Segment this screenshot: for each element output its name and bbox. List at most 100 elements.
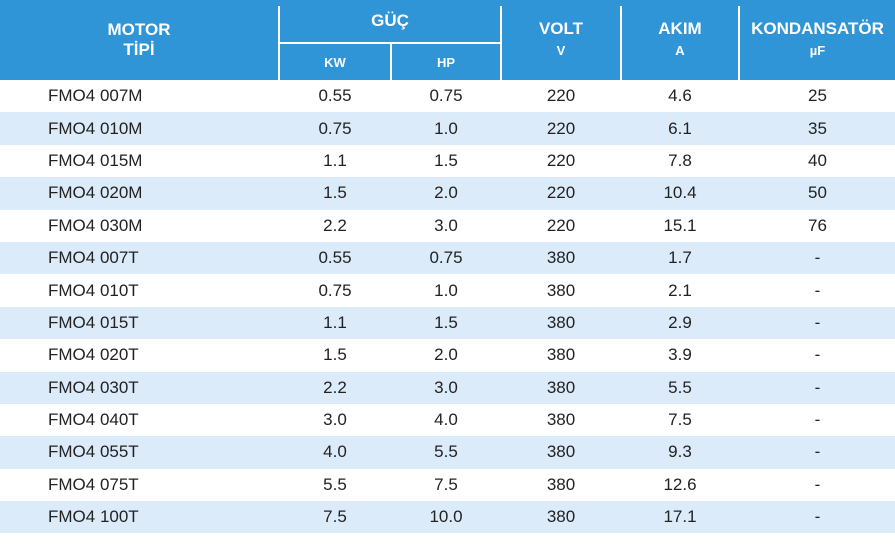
header-divider (390, 44, 392, 80)
header-divider (620, 6, 622, 80)
table-row: FMO4 020M 1.5 2.0 220 10.4 50 (0, 177, 895, 210)
table-row: FMO4 007T 0.55 0.75 380 1.7 - (0, 241, 895, 275)
cell-motor-type: FMO4 020T (48, 345, 139, 365)
header-kondansator-unit: µF (809, 43, 826, 58)
cell-motor-type: FMO4 015M (48, 150, 143, 170)
cell-kondansator: 25 (808, 86, 827, 106)
cell-kw: 7.5 (323, 507, 347, 527)
header-volt-unit: V (556, 43, 566, 58)
cell-kondansator: 76 (808, 215, 827, 235)
cell-volt: 380 (546, 442, 576, 462)
cell-volt: 220 (546, 86, 576, 106)
header-volt-label: VOLT (538, 19, 584, 38)
cell-akim: 4.6 (668, 86, 692, 106)
cell-motor-type: FMO4 020M (48, 183, 143, 203)
cell-kw: 0.55 (318, 248, 352, 268)
cell-volt: 380 (546, 312, 576, 332)
cell-kw: 1.5 (323, 345, 347, 365)
cell-volt: 380 (546, 280, 576, 300)
header-guc-label: GÜÇ (371, 11, 409, 30)
cell-volt: 380 (546, 248, 576, 268)
header-akim: AKIM A (622, 0, 738, 80)
table-row: FMO4 015M 1.1 1.5 220 7.8 40 (0, 144, 895, 178)
cell-kw: 0.75 (318, 118, 352, 138)
cell-volt: 380 (546, 507, 576, 527)
cell-kw: 0.75 (318, 280, 352, 300)
header-guc-group: GÜÇ KW HP (280, 0, 500, 80)
cell-kondansator: 50 (808, 183, 827, 203)
cell-volt: 220 (546, 118, 576, 138)
cell-akim: 3.9 (668, 345, 692, 365)
header-kw-label: KW (324, 54, 346, 70)
cell-hp: 1.5 (434, 312, 458, 332)
cell-kondansator: - (814, 410, 821, 430)
cell-motor-type: FMO4 075T (48, 474, 139, 494)
header-tipi-label: TİPİ (123, 40, 155, 59)
table-row: FMO4 020T 1.5 2.0 380 3.9 - (0, 339, 895, 372)
cell-hp: 0.75 (429, 86, 463, 106)
cell-volt: 380 (546, 410, 576, 430)
table-header: MOTOR TİPİ GÜÇ KW HP VOLT V AKIM A (0, 0, 895, 80)
cell-kw: 2.2 (323, 377, 347, 397)
cell-kondansator: 40 (808, 150, 827, 170)
header-volt: VOLT V (502, 0, 620, 80)
cell-akim: 5.5 (668, 377, 692, 397)
cell-akim: 2.9 (668, 312, 692, 332)
cell-volt: 380 (546, 474, 576, 494)
header-kondansator: KONDANSATÖR µF (740, 0, 895, 80)
header-divider (738, 6, 740, 80)
cell-motor-type: FMO4 015T (48, 312, 139, 332)
cell-kondansator: - (814, 312, 821, 332)
cell-akim: 15.1 (663, 215, 697, 235)
cell-motor-type: FMO4 030T (48, 377, 139, 397)
cell-hp: 1.5 (434, 150, 458, 170)
cell-akim: 12.6 (663, 474, 697, 494)
header-akim-unit: A (675, 43, 685, 58)
table-row: FMO4 075T 5.5 7.5 380 12.6 - (0, 468, 895, 502)
cell-volt: 220 (546, 150, 576, 170)
cell-volt: 220 (546, 183, 576, 203)
cell-kondansator: - (814, 280, 821, 300)
cell-akim: 7.8 (668, 150, 692, 170)
header-hp-label: HP (436, 54, 456, 70)
cell-kondansator: - (814, 442, 821, 462)
cell-akim: 6.1 (668, 118, 692, 138)
table-row: FMO4 030M 2.2 3.0 220 15.1 76 (0, 209, 895, 242)
cell-akim: 1.7 (668, 248, 692, 268)
cell-kw: 1.1 (323, 150, 347, 170)
header-divider (278, 6, 280, 80)
motor-spec-table: MOTOR TİPİ GÜÇ KW HP VOLT V AKIM A (0, 0, 895, 534)
cell-motor-type: FMO4 007T (48, 248, 139, 268)
cell-kondansator: - (814, 377, 821, 397)
cell-akim: 2.1 (668, 280, 692, 300)
header-motor-label: MOTOR (107, 20, 171, 39)
cell-kw: 4.0 (323, 442, 347, 462)
cell-hp: 1.0 (434, 118, 458, 138)
cell-hp: 0.75 (429, 248, 463, 268)
cell-kw: 0.55 (318, 86, 352, 106)
table-row: FMO4 007M 0.55 0.75 220 4.6 25 (0, 80, 895, 113)
table-body: FMO4 007M 0.55 0.75 220 4.6 25 FMO4 010M… (0, 80, 895, 534)
cell-kondansator: - (814, 474, 821, 494)
cell-hp: 2.0 (434, 345, 458, 365)
cell-akim: 9.3 (668, 442, 692, 462)
table-row: FMO4 010T 0.75 1.0 380 2.1 - (0, 274, 895, 307)
cell-hp: 7.5 (434, 474, 458, 494)
cell-hp: 3.0 (434, 215, 458, 235)
table-row: FMO4 010M 0.75 1.0 220 6.1 35 (0, 112, 895, 145)
header-akim-label: AKIM (658, 19, 702, 38)
cell-kw: 1.5 (323, 183, 347, 203)
cell-motor-type: FMO4 100T (48, 507, 139, 527)
table-row: FMO4 100T 7.5 10.0 380 17.1 - (0, 501, 895, 534)
cell-motor-type: FMO4 007M (48, 86, 143, 106)
cell-akim: 10.4 (663, 183, 697, 203)
cell-kw: 2.2 (323, 215, 347, 235)
cell-hp: 3.0 (434, 377, 458, 397)
cell-hp: 1.0 (434, 280, 458, 300)
header-kondansator-label: KONDANSATÖR (751, 19, 884, 38)
table-row: FMO4 015T 1.1 1.5 380 2.9 - (0, 306, 895, 340)
cell-motor-type: FMO4 010M (48, 118, 143, 138)
cell-motor-type: FMO4 030M (48, 215, 143, 235)
cell-kw: 5.5 (323, 474, 347, 494)
cell-akim: 7.5 (668, 410, 692, 430)
